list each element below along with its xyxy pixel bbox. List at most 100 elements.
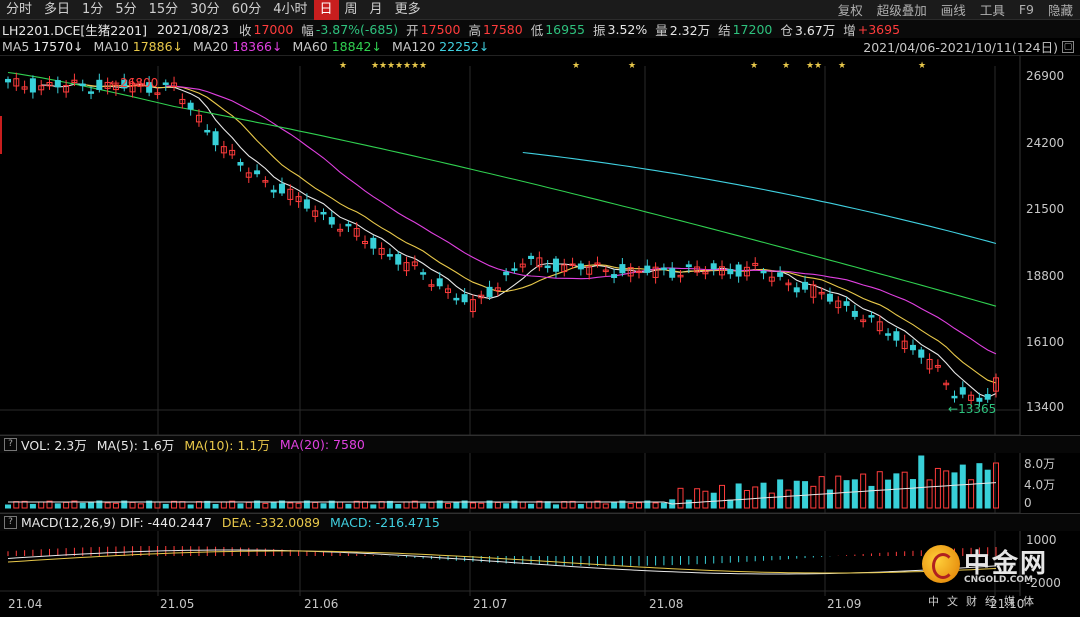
draw-line-button[interactable]: 画线 [940,3,966,18]
x-tick: 21.06 [304,597,339,611]
event-star-icon: ★ [628,61,636,71]
help-icon[interactable]: ? [4,438,17,451]
volume-bar [195,501,202,509]
macd-value: MACD: -216.4715 [330,515,440,530]
close-value: 17000 [253,21,294,37]
candle-body [345,223,352,227]
high-value: 17580 [482,21,523,37]
tab-weekly[interactable]: 周 [344,1,358,17]
volume-bar [511,500,518,509]
candle-body [278,183,285,194]
tab-4hour[interactable]: 4小时 [273,1,308,17]
low-marker: ←13365 [948,402,997,416]
candle-body [212,131,219,146]
candle-body [96,79,103,90]
candle-body [13,78,20,87]
volume-bar [901,471,908,509]
vol-ma10: MA(10): 1.1万 [184,438,270,453]
volume-bar [46,500,53,509]
tab-more[interactable]: 更多 [394,1,421,17]
candle-body [644,265,651,273]
volume-bar [561,501,568,509]
volume-bar [594,500,601,509]
candle-body [843,301,850,306]
macd-dea-line [7,550,997,574]
timeframe-toolbar: 分时 多日 1分 5分 15分 30分 60分 4小时 日 周 月 更多 复权 … [0,0,1080,20]
hide-button[interactable]: 隐藏 [1047,3,1073,18]
tab-multiday[interactable]: 多日 [44,1,71,17]
volume-bar [826,489,833,509]
range-toggle-icon[interactable]: ▢ [1062,40,1074,53]
volume-bar [262,502,269,509]
volume-bar [943,470,950,509]
volume-bar [337,501,344,509]
open-label: 开 [406,22,419,38]
volume-bar [171,500,178,509]
candle-body [968,394,975,401]
tab-60min[interactable]: 60分 [231,1,262,17]
candle-body [735,264,742,277]
candle-body [860,319,867,323]
candle-body [88,91,95,94]
volume-bar [179,501,186,509]
volume-bar [212,503,219,509]
candle-body [951,395,958,399]
candle-body [768,276,775,282]
candle-body [901,340,908,350]
candle-body [594,262,601,266]
settle-label: 结 [718,22,731,38]
volume-bar [88,502,95,509]
candle-body [320,211,327,215]
ma-lines [7,71,997,398]
volume-label: 量 [655,22,668,38]
candle-body [229,149,236,156]
adjust-button[interactable]: 复权 [837,3,863,18]
volume-bar [38,501,45,509]
tab-monthly[interactable]: 月 [369,1,383,17]
tools-button[interactable]: 工具 [979,3,1005,18]
x-tick: 21.10 [990,597,1025,611]
price-tick: 21500 [1026,202,1065,216]
tab-daily[interactable]: 日 [313,0,339,20]
event-star-icon: ★ [395,61,403,71]
candle-body [461,294,468,303]
volume-value: 2.32万 [669,22,711,38]
volume-bar [611,501,618,509]
tab-intraday[interactable]: 分时 [6,1,33,17]
vol-ma20: MA(20): 7580 [279,437,365,452]
volume-bar [494,501,501,509]
candle-body [702,271,709,275]
overlay-button[interactable]: 超级叠加 [876,3,927,18]
candle-body [984,394,991,400]
tab-1min[interactable]: 1分 [82,1,104,17]
volume-bar [660,502,667,509]
volume-bar [918,455,925,509]
volume-bar [544,501,551,509]
volume-bar [245,501,252,509]
ma5-legend: MA5 17570↓ [2,39,84,54]
tab-5min[interactable]: 5分 [115,1,137,17]
volume-bar [735,483,742,509]
high-marker: ←26800 [110,76,159,90]
candle-body [918,349,925,358]
volume-bar [5,504,11,509]
price-tick: 24200 [1026,136,1065,150]
x-tick: 21.04 [8,597,43,611]
watermark-name: 中金网 [964,549,1049,579]
volume-bar [403,501,410,509]
candle-body [619,264,626,274]
candle-body [5,78,11,83]
candle-body [378,247,385,255]
tab-30min[interactable]: 30分 [190,1,220,17]
candle-body [818,291,825,295]
f9-button[interactable]: F9 [1018,2,1034,17]
date-range[interactable]: 2021/04/06-2021/10/11(124日) [863,40,1058,55]
tab-15min[interactable]: 15分 [148,1,179,17]
volume-bar [577,504,584,509]
quote-bar: LH2201.DCE[生猪2201] 2021/08/23 收 17000 幅 … [0,20,1080,38]
ma-legend: MA5 17570↓ MA10 17886↓ MA20 18366↓ MA60 … [0,38,1080,56]
kline-chart[interactable]: ★ ★ ★ ★ ★ ★ ★ ★ ★ ★ ★ ★ ★ ★ ★ ★ [0,56,1080,617]
help-icon[interactable]: ? [4,516,17,529]
volume-bar [909,479,916,509]
volume-bar [71,500,78,509]
